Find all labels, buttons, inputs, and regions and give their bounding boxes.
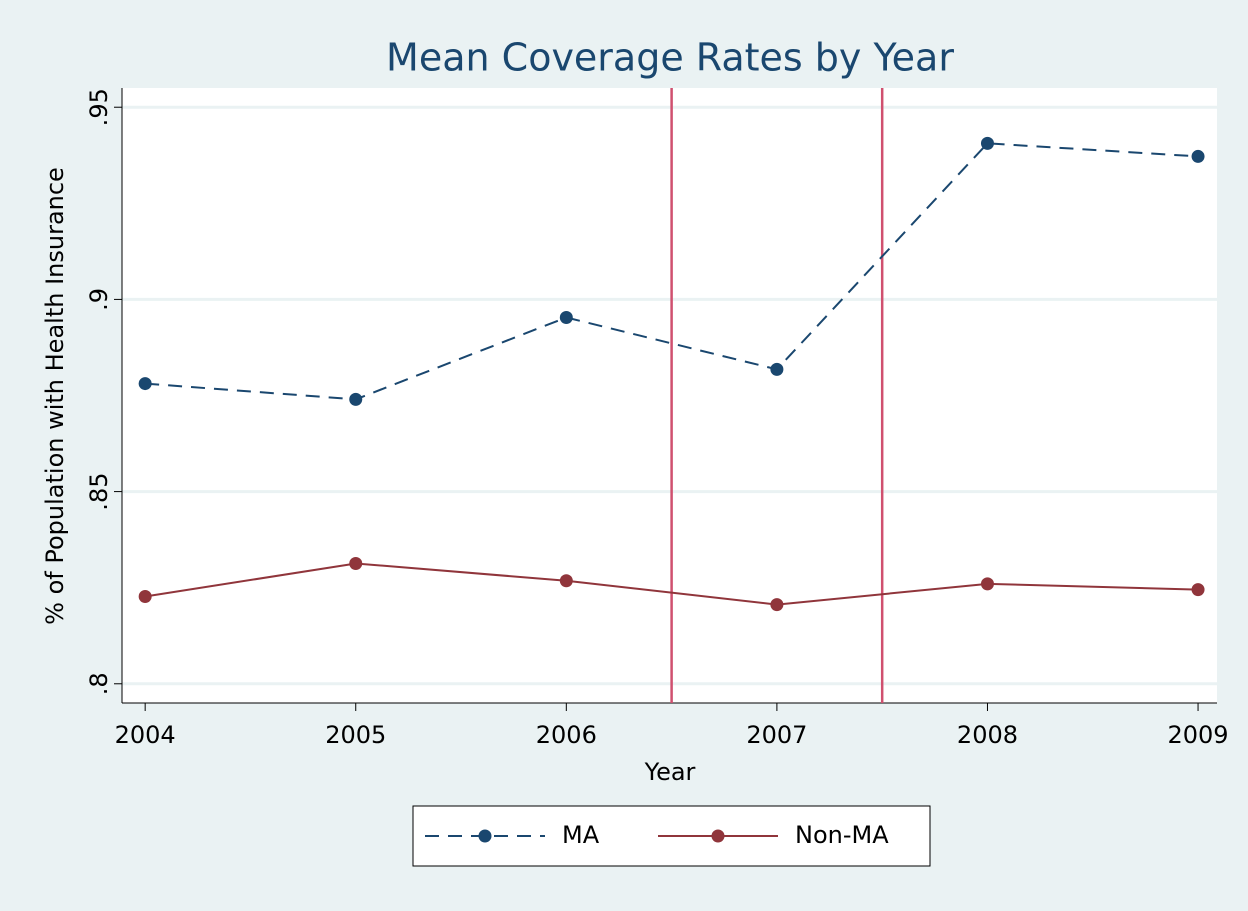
legend-marker [711,829,725,843]
legend-label: MA [562,821,600,849]
x-tick-label: 2005 [325,721,386,749]
legend-label: Non-MA [795,821,889,849]
data-point [138,590,152,604]
data-point [1191,583,1205,597]
legend-marker [478,829,492,843]
y-tick-label: .8 [85,672,113,695]
chart-title: Mean Coverage Rates by Year [386,36,954,80]
x-tick-label: 2007 [746,721,807,749]
x-tick-label: 2004 [115,721,176,749]
data-point [770,598,784,612]
x-axis-label: Year [644,758,696,786]
data-point [559,310,573,324]
x-tick-label: 2006 [536,721,597,749]
data-point [1191,149,1205,163]
y-tick-label: .85 [85,473,113,511]
x-tick-label: 2008 [957,721,1018,749]
data-point [770,362,784,376]
data-point [138,377,152,391]
data-point [559,574,573,588]
data-point [349,392,363,406]
series-line [145,142,1199,401]
data-point [980,136,994,150]
series-line [145,562,1199,606]
data-point [980,577,994,591]
y-axis-label: % of Population with Health Insurance [41,167,69,625]
plot-area [122,88,1217,703]
data-point [349,556,363,570]
y-tick-label: .95 [85,88,113,126]
y-tick-label: .9 [85,288,113,311]
x-tick-label: 2009 [1168,721,1229,749]
